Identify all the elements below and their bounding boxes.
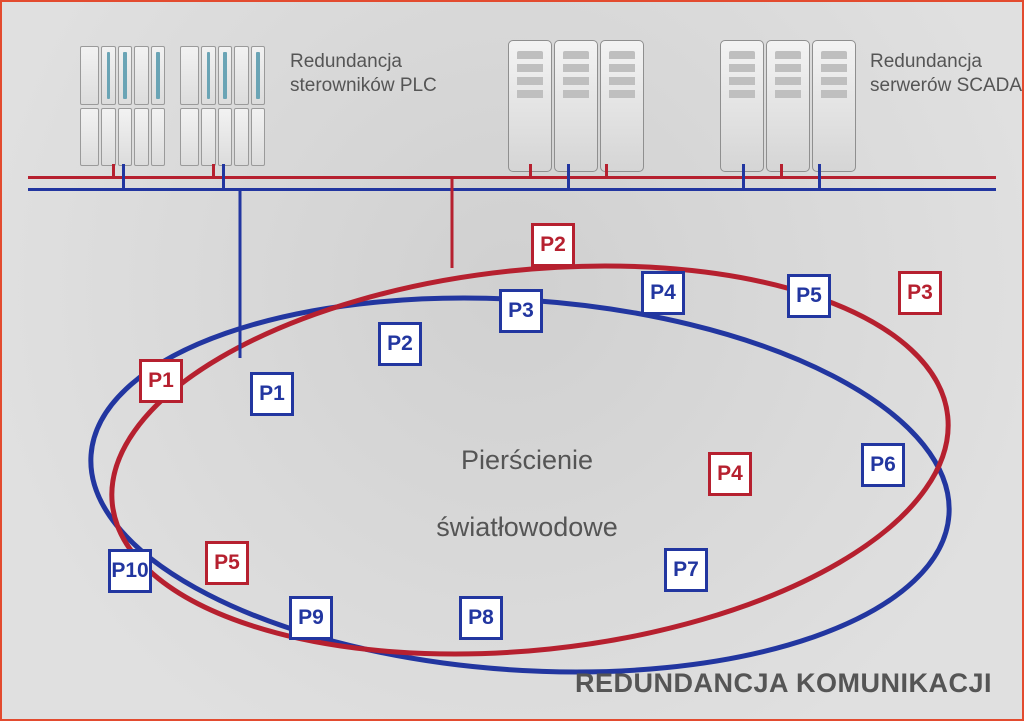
red-ring-node-p1: P1 [139,359,183,403]
bus-drop-srvA2 [567,164,570,191]
bus-drop-srvA1 [529,164,532,179]
center-label-line1: Pierścienie [461,445,593,475]
red-ring-node-p3: P3 [898,271,942,315]
bus-drop-srvB1 [742,164,745,191]
red-ring-node-p5: P5 [205,541,249,585]
diagram-root: Redundancja sterowników PLC Redundancja … [0,0,1024,721]
plc-rack-2 [180,46,265,166]
blue-ring-node-p10: P10 [108,549,152,593]
center-label-line2: światłowodowe [436,512,618,542]
blue-ring-node-p2: P2 [378,322,422,366]
bus-drop-plc1 [122,164,125,191]
bus-red [28,176,996,179]
red-ring-node-p2: P2 [531,223,575,267]
blue-ring-node-p1: P1 [250,372,294,416]
red-ring-node-p4: P4 [708,452,752,496]
center-label: Pierścienie światłowodowe [0,410,1024,579]
bus-drop-srvB2 [780,164,783,179]
bus-drop-plc1 [112,164,115,179]
bus-drop-plc2 [212,164,215,179]
blue-ring-node-p5: P5 [787,274,831,318]
bus-drop-plc2 [222,164,225,191]
blue-ring-node-p8: P8 [459,596,503,640]
server-group-b [720,40,856,172]
bus-drop-srvB3 [818,164,821,191]
label-scada: Redundancja serwerów SCADA [870,50,1022,98]
blue-ring-node-p7: P7 [664,548,708,592]
blue-ring-node-p6: P6 [861,443,905,487]
bus-blue [28,188,996,191]
blue-ring-node-p3: P3 [499,289,543,333]
blue-ring-node-p4: P4 [641,271,685,315]
label-plc: Redundancja sterowników PLC [290,50,437,98]
server-group-a [508,40,644,172]
plc-rack-1 [80,46,165,166]
diagram-title: REDUNDANCJA KOMUNIKACJI [575,668,992,699]
bus-drop-srvA3 [605,164,608,179]
blue-ring-node-p9: P9 [289,596,333,640]
